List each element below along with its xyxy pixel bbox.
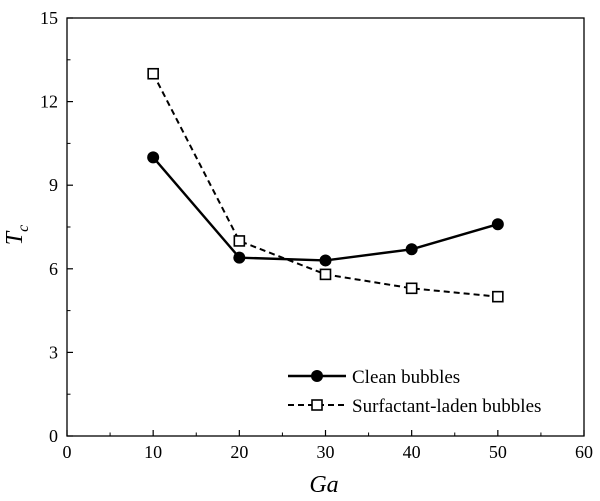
data-point xyxy=(405,282,418,295)
x-tick-label: 10 xyxy=(144,442,162,462)
x-axis-title: Ga xyxy=(309,472,338,498)
legend: Clean bubbles Surfactant-laden bubbles xyxy=(288,367,541,417)
data-point xyxy=(233,235,246,247)
data-point xyxy=(491,218,504,231)
x-tick-label: 50 xyxy=(489,442,507,462)
legend-label-clean: Clean bubbles xyxy=(352,367,460,388)
y-tick-label: 3 xyxy=(49,342,58,362)
y-axis-title: Tc xyxy=(2,225,32,245)
legend-marker-clean xyxy=(311,370,323,382)
y-axis-title-main: T xyxy=(2,230,28,245)
y-tick-label: 15 xyxy=(40,8,58,28)
axes xyxy=(66,17,585,437)
y-tick-label: 0 xyxy=(49,426,58,446)
x-tick-label: 20 xyxy=(230,442,248,462)
series-clean xyxy=(147,151,504,267)
y-axis-title-subscript: c xyxy=(15,225,32,232)
legend-label-surfactant: Surfactant-laden bubbles xyxy=(352,396,541,417)
series-surfactant xyxy=(147,67,504,303)
y-tick-label: 12 xyxy=(40,92,58,112)
ticks: 0 10 20 30 40 50 60 0 3 6 9 12 15 xyxy=(40,8,593,462)
x-tick-label: 60 xyxy=(575,442,593,462)
x-tick-label: 40 xyxy=(403,442,421,462)
legend-marker-surfactant xyxy=(311,399,323,411)
data-point xyxy=(147,151,160,164)
data-point xyxy=(405,243,418,256)
x-tick-label: 0 xyxy=(63,442,72,462)
data-point xyxy=(319,254,332,267)
data-point xyxy=(319,268,332,281)
y-tick-label: 6 xyxy=(49,259,58,279)
plot-frame xyxy=(66,17,585,437)
series xyxy=(147,67,504,303)
x-tick-label: 30 xyxy=(317,442,335,462)
data-point xyxy=(233,251,246,264)
data-point xyxy=(492,290,504,303)
data-point xyxy=(147,67,159,80)
y-tick-label: 9 xyxy=(49,175,58,195)
